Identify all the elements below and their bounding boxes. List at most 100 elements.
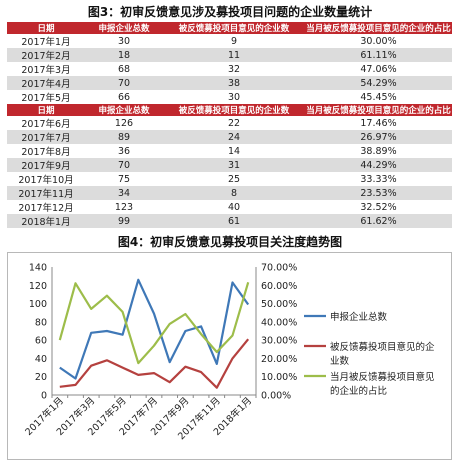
- y-left-tick-label: 80: [35, 317, 47, 328]
- cell-total: 75: [85, 172, 163, 187]
- series-line-1: [59, 278, 250, 380]
- table-row: 2017年11月 34 8 23.53%: [7, 186, 452, 201]
- cell-ratio: 38.89%: [305, 144, 452, 159]
- y-right-tick-label: 20.00%: [261, 354, 297, 365]
- cell-total: 123: [85, 200, 163, 215]
- y-right-tick-label: 40.00%: [261, 317, 297, 328]
- cell-feedback: 40: [163, 200, 305, 215]
- trend-chart-svg: 0 20 40 60 80 100 120 140 0.00% 10.00% 20.00% 30.00…: [23, 263, 435, 443]
- cell-total: 申报企业总数: [85, 104, 163, 117]
- cell-feedback: 32: [163, 62, 305, 76]
- header-feedback: 被反馈募投项目意见的企业数: [163, 22, 305, 34]
- header-total: 申报企业总数: [85, 22, 163, 34]
- cell-feedback: 38: [163, 76, 305, 90]
- y-left-tick-label: 140: [29, 263, 47, 274]
- y-left-tick-label: 120: [29, 281, 47, 292]
- cell-date: 2018年1月: [7, 214, 85, 229]
- table-row: 2018年1月 99 61 61.62%: [7, 214, 452, 229]
- cell-feedback: 9: [163, 34, 305, 48]
- cell-ratio: 23.53%: [305, 186, 452, 201]
- cell-feedback: 8: [163, 186, 305, 201]
- y-left-tick-label: 60: [35, 336, 47, 347]
- header-date: 日期: [7, 22, 85, 34]
- series-line-3: [58, 281, 250, 365]
- cell-ratio: 61.11%: [305, 48, 452, 62]
- cell-ratio: 44.29%: [305, 158, 452, 173]
- cell-feedback: 25: [163, 172, 305, 187]
- y-right-tick-label: 50.00%: [261, 299, 297, 310]
- cell-feedback: 30: [163, 90, 305, 104]
- table-row: 2017年3月 68 32 47.06%: [7, 62, 452, 76]
- cell-total: 34: [85, 186, 163, 201]
- y-left-tick-label: 0: [41, 391, 47, 402]
- cell-date: 2017年11月: [7, 186, 85, 201]
- cell-date: 2017年2月: [7, 48, 85, 62]
- cell-feedback: 24: [163, 130, 305, 145]
- table-row: 2017年2月 18 11 61.11%: [7, 48, 452, 62]
- cell-total: 18: [85, 48, 163, 62]
- table-body: 2017年1月 30 9 30.00% 2017年2月 18 11 61.11% 2017年3月…: [7, 34, 452, 229]
- cell-ratio: 当月被反馈募投项目意见的企业的占比: [305, 104, 452, 117]
- cell-total: 68: [85, 62, 163, 76]
- y-right-tick-label: 60.00%: [261, 281, 297, 292]
- y-left-tick-label: 100: [29, 299, 47, 310]
- cell-feedback: 22: [163, 116, 305, 131]
- table-row: 2017年8月 36 14 38.89%: [7, 144, 452, 159]
- cell-total: 89: [85, 130, 163, 145]
- cell-ratio: 47.06%: [305, 62, 452, 76]
- cell-date: 2017年1月: [7, 34, 85, 48]
- cell-date: 2017年10月: [7, 172, 85, 187]
- table-row: 2017年12月 123 40 32.52%: [7, 200, 452, 215]
- cell-total: 70: [85, 158, 163, 173]
- cell-date: 2017年6月: [7, 116, 85, 131]
- cell-feedback: 被反馈募投项目意见的企业数: [163, 104, 305, 117]
- cell-date: 2017年7月: [7, 130, 85, 145]
- cell-date: 2017年5月: [7, 90, 85, 104]
- cell-ratio: 45.45%: [305, 90, 452, 104]
- table-header-row: 日期 申报企业总数 被反馈募投项目意见的企业数 当月被反馈募投项目意见的企业的占…: [7, 22, 452, 34]
- y-left-tick-label: 20: [35, 372, 47, 383]
- cell-date: 2017年4月: [7, 76, 85, 90]
- cell-ratio: 26.97%: [305, 130, 452, 145]
- table-row: 2017年1月 30 9 30.00%: [7, 34, 452, 48]
- cell-total: 36: [85, 144, 163, 159]
- y-right-tick-label: 0.00%: [261, 391, 291, 402]
- legend-label-2: 业数: [330, 355, 350, 367]
- cell-total: 99: [85, 214, 163, 229]
- cell-total: 30: [85, 34, 163, 48]
- cell-feedback: 61: [163, 214, 305, 229]
- y-right-tick-label: 30.00%: [261, 336, 297, 347]
- cell-feedback: 11: [163, 48, 305, 62]
- figure3-title: 图3：初审反馈意见涉及募投项目问题的企业数量统计: [87, 5, 373, 19]
- y-right-tick-label: 10.00%: [261, 372, 297, 383]
- table-subheader-row: 日期 申报企业总数 被反馈募投项目意见的企业数 当月被反馈募投项目意见的企业的占比: [7, 104, 452, 117]
- cell-date: 日期: [7, 104, 85, 117]
- cell-ratio: 61.62%: [305, 214, 452, 229]
- table-row: 2017年4月 70 38 54.29%: [7, 76, 452, 90]
- legend-label-3: 当月被反馈募投项目意见: [330, 371, 435, 383]
- table-row: 2017年7月 89 24 26.97%: [7, 130, 452, 145]
- cell-ratio: 17.46%: [305, 116, 452, 131]
- cell-total: 66: [85, 90, 163, 104]
- legend-label-2: 被反馈募投项目意见的企: [330, 341, 435, 353]
- cell-date: 2017年12月: [7, 200, 85, 215]
- legend-label-1: 申报企业总数: [330, 311, 388, 323]
- cell-date: 2017年8月: [7, 144, 85, 159]
- cell-date: 2017年3月: [7, 62, 85, 76]
- cell-ratio: 33.33%: [305, 172, 452, 187]
- legend-label-3: 的企业的占比: [330, 385, 387, 397]
- figure4-title: 图4：初审反馈意见募投项目关注度趋势图: [117, 235, 343, 249]
- table-row: 2017年6月 126 22 17.46%: [7, 116, 452, 131]
- cell-total: 70: [85, 76, 163, 90]
- series-line-2: [59, 338, 250, 389]
- cell-ratio: 30.00%: [305, 34, 452, 48]
- cell-date: 2017年9月: [7, 158, 85, 173]
- table-row: 2017年5月 66 30 45.45%: [7, 90, 452, 104]
- cell-ratio: 54.29%: [305, 76, 452, 90]
- header-ratio: 当月被反馈募投项目意见的企业的占比: [305, 22, 452, 34]
- cell-ratio: 32.52%: [305, 200, 452, 215]
- y-right-tick-label: 70.00%: [261, 263, 297, 274]
- enterprise-count-table: 日期 申报企业总数 被反馈募投项目意见的企业数 当月被反馈募投项目意见的企业的占…: [7, 22, 452, 229]
- cell-total: 126: [85, 116, 163, 131]
- cell-feedback: 14: [163, 144, 305, 159]
